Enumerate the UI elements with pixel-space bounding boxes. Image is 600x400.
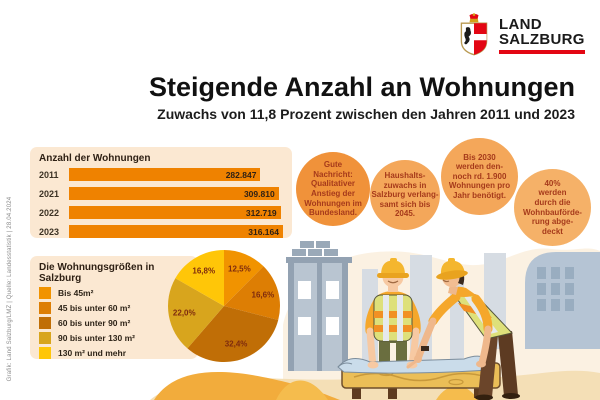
pie-slice-label: 32,4% xyxy=(224,339,248,349)
pie-slice xyxy=(224,266,280,320)
pie-chart-svg xyxy=(167,250,280,363)
bar-fill: 309.810 xyxy=(69,187,279,200)
bar-fill: 282.847 xyxy=(69,168,261,181)
logo-red-underline xyxy=(499,50,585,54)
legend-row: 60 bis unter 90 m² xyxy=(39,317,189,329)
wooden-table xyxy=(337,355,501,399)
bubble-text-line: Wohnbauförde- xyxy=(523,207,582,217)
worker-right xyxy=(406,258,520,400)
pie-slice-label: 12,5% xyxy=(228,264,251,274)
bubble-text-line: 2045. xyxy=(394,209,416,219)
pie-chart: 12,5% 16,6% 32,4% 22,0% 16,8% xyxy=(166,248,282,364)
legend-swatch xyxy=(39,317,51,329)
bar-row: 2011 282.847 xyxy=(39,166,283,183)
bar-track: 316.164 xyxy=(69,225,283,238)
source-note: Grafik: Land Salzburg/LMZ | Quelle: Land… xyxy=(7,196,13,382)
bubble-text-line: werden xyxy=(538,188,567,198)
fact-bubble-3: Bis 2030 werden den-noch rd. 1.900 Wohnung… xyxy=(441,138,518,215)
construction-site-illustration xyxy=(150,241,600,400)
pie-legend-rows: Bis 45m² 45 bis unter 60 m² 60 bis unter 9… xyxy=(39,287,189,359)
bubble-text-line: Jahr benötigt. xyxy=(453,190,506,200)
bubble-text-line: Bundesland. xyxy=(308,208,357,218)
bar-row: 2021 309.810 xyxy=(39,185,283,202)
bubble-text-line: Wohnungen im xyxy=(304,198,362,208)
bar-chart-panel: Anzahl der Wohnungen 2011 282.847 2021 309.… xyxy=(30,147,292,238)
bar-year-label: 2022 xyxy=(39,207,60,218)
bubble-text-line: samt sich bis xyxy=(379,199,431,209)
pie-chart-title: Die Wohnungsgrößen in Salzburg xyxy=(39,262,155,284)
bar-value-label: 282.847 xyxy=(225,169,257,180)
legend-label: 130 m² und mehr xyxy=(58,348,127,358)
fact-bubble-4: 40% werden durch die Wohnbauförde-rung abge… xyxy=(514,169,591,246)
logo-line2: SALZBURG xyxy=(499,31,585,48)
legend-swatch xyxy=(39,332,51,344)
bubble-text-line: Salzburg verlang- xyxy=(371,190,439,200)
pie-slice xyxy=(224,250,264,306)
legend-swatch xyxy=(39,287,51,299)
bubble-text-line: rung abge- xyxy=(531,217,574,227)
bar-value-label: 316.164 xyxy=(248,226,279,237)
worker-left xyxy=(365,258,421,369)
bar-fill: 312.719 xyxy=(69,206,281,219)
bubble-text-line: Anstieg der xyxy=(310,189,355,198)
legend-label: 60 bis unter 90 m² xyxy=(58,318,131,328)
pie-slice-label: 16,6% xyxy=(251,290,275,300)
logo-line1: LAND xyxy=(499,16,542,33)
legend-label: Bis 45m² xyxy=(58,288,94,298)
bubble-text-line: Gute xyxy=(323,160,343,170)
bubble-text-line: durch die xyxy=(534,197,571,207)
pie-slice xyxy=(175,250,224,306)
bar-fill: 316.164 xyxy=(69,225,283,238)
bar-track: 309.810 xyxy=(69,187,283,200)
pie-slice-label: 16,8% xyxy=(192,266,216,276)
sand-pile-right xyxy=(436,385,478,400)
bubble-text-line: werden den- xyxy=(455,162,504,172)
legend-row: 45 bis unter 60 m² xyxy=(39,302,189,314)
salzburg-coat-of-arms-icon xyxy=(460,13,488,56)
bar-year-label: 2011 xyxy=(39,169,59,180)
bubble-text-line: Wohnungen pro xyxy=(448,181,511,191)
bubble-text-line: 40% xyxy=(544,178,561,188)
bar-chart-rows: 2011 282.847 2021 309.810 2022 312.719 2023 316… xyxy=(39,166,283,240)
bubble-text-line: Nachricht: xyxy=(313,169,353,179)
land-salzburg-logo: LAND SALZBURG xyxy=(456,12,585,56)
fact-bubble-1: Gute Nachricht: Qualitativer Anstieg der Woh… xyxy=(296,152,370,226)
bar-value-label: 309.810 xyxy=(243,188,275,199)
bar-row: 2023 316.164 xyxy=(39,223,283,240)
bar-track: 282.847 xyxy=(69,168,283,181)
legend-swatch xyxy=(39,347,51,359)
pie-slice xyxy=(187,306,279,363)
bar-chart-title: Anzahl der Wohnungen xyxy=(39,153,151,164)
page-subtitle: Zuwachs von 11,8 Prozent zwischen den Ja… xyxy=(157,106,575,122)
hard-hat-icon xyxy=(377,258,409,278)
bubble-text-line: Haushalts- xyxy=(384,171,426,181)
legend-row: 90 bis unter 130 m² xyxy=(39,332,189,344)
bubble-text-line: Bis 2030 xyxy=(463,152,496,162)
bar-track: 312.719 xyxy=(69,206,283,219)
fact-bubble-2: Haushalts-zuwachs in Salzburg verlang-sam… xyxy=(370,160,440,230)
legend-swatch xyxy=(39,302,51,314)
bar-value-label: 312.719 xyxy=(245,207,277,218)
bar-year-label: 2021 xyxy=(39,188,60,199)
pie-slice-label: 22,0% xyxy=(172,308,196,318)
sand-pile-left xyxy=(276,380,328,400)
page-title: Steigende Anzahl an Wohnungen xyxy=(148,72,575,102)
building-under-construction xyxy=(286,241,352,371)
legend-label: 90 bis unter 130 m² xyxy=(58,333,136,343)
building-right xyxy=(525,252,600,349)
bubble-text-line: deckt xyxy=(542,226,563,236)
bar-row: 2022 312.719 xyxy=(39,204,283,221)
legend-row: Bis 45m² xyxy=(39,287,189,299)
hard-hat-icon xyxy=(436,258,468,280)
pie-slice xyxy=(167,278,224,349)
bubble-text-line: noch rd. 1.900 xyxy=(452,171,507,181)
bubble-text-line: Qualitativer xyxy=(310,179,355,189)
legend-row: 130 m² und mehr xyxy=(39,347,189,359)
legend-label: 45 bis unter 60 m² xyxy=(58,303,131,313)
bar-year-label: 2023 xyxy=(39,226,60,237)
bubble-text-line: zuwachs in xyxy=(383,180,427,190)
